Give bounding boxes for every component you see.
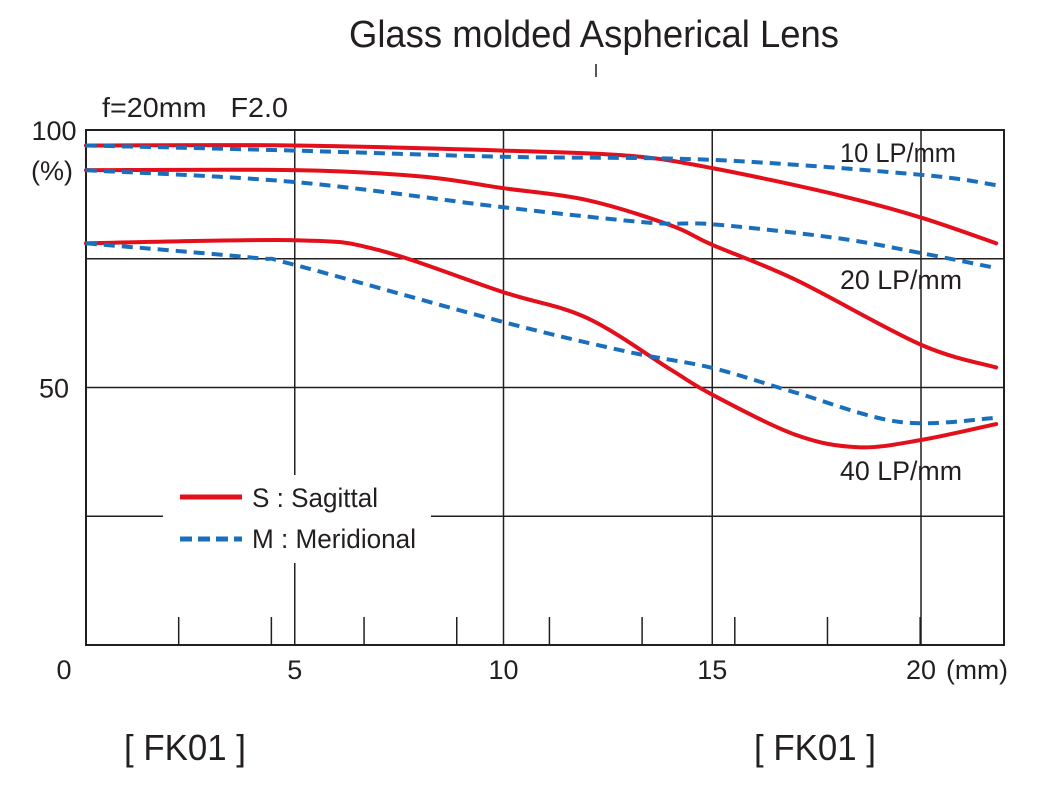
axis-tick-labels: 5 10 15 20 100 50 0	[31, 116, 936, 685]
legend-label-sagittal: S : Sagittal	[252, 483, 378, 513]
plot-frame	[85, 129, 1005, 646]
x-tick-label: 15	[697, 655, 727, 685]
annotation-40lp: 40 LP/mm	[840, 456, 962, 486]
series-line-20-lp-mm-s	[84, 167, 999, 370]
x-tick-label-origin: 0	[56, 655, 71, 685]
x-tick-label: 10	[488, 655, 518, 685]
x-tick-label: 20	[906, 655, 936, 685]
legend-background	[163, 475, 431, 563]
grid	[85, 129, 1005, 646]
footer-label-right: [ FK01 ]	[754, 727, 876, 768]
x-axis-label: (mm)	[946, 655, 1008, 685]
series-line-10-lp-mm-m	[85, 143, 997, 188]
y-tick-label: 100	[31, 116, 76, 146]
legend: S : Sagittal M : Meridional	[180, 483, 416, 554]
series-line-10-lp-mm-s	[84, 143, 999, 246]
series-line-40-lp-mm-s	[84, 238, 999, 450]
y-axis-label: (%)	[31, 156, 73, 186]
series-lines	[84, 143, 999, 450]
annotation-20lp: 20 LP/mm	[840, 265, 962, 295]
chart-title: Glass molded Aspherical Lens	[349, 14, 839, 56]
annotation-10lp: 10 LP/mm	[840, 138, 956, 168]
chart-subtitle: f=20mm F2.0	[102, 92, 288, 123]
footer-label-left: [ FK01 ]	[124, 727, 246, 768]
legend-label-meridional: M : Meridional	[252, 524, 416, 554]
series-line-40-lp-mm-m	[85, 241, 997, 426]
x-tick-label: 5	[287, 655, 302, 685]
y-tick-label: 50	[39, 374, 69, 404]
series-line-20-lp-mm-m	[85, 168, 997, 270]
